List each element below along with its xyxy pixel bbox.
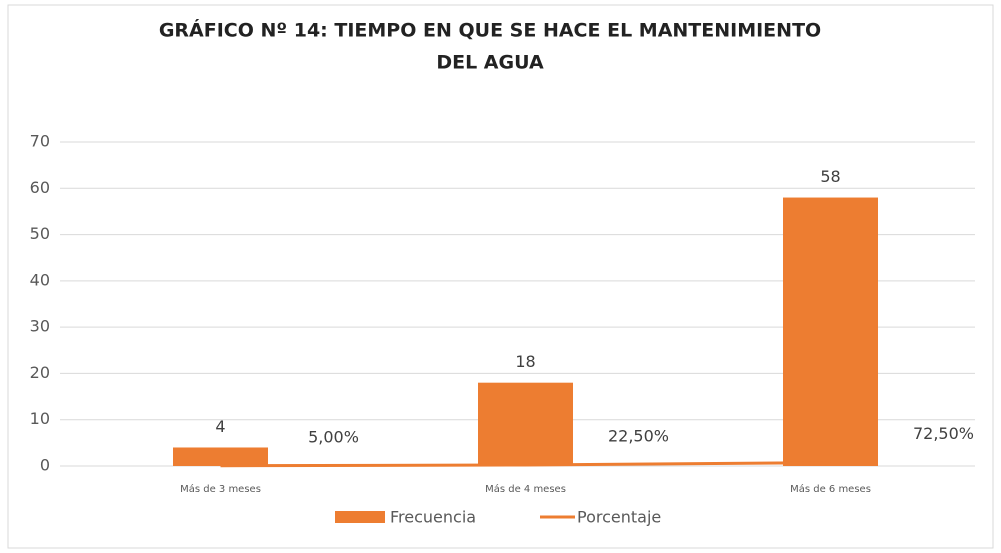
y-tick-label: 50	[30, 224, 50, 243]
x-tick-label: Más de 4 meses	[485, 483, 566, 495]
legend-swatch	[335, 511, 385, 523]
legend-label: Frecuencia	[390, 508, 476, 527]
chart-title: DEL AGUA	[436, 52, 544, 74]
x-tick-label: Más de 6 meses	[790, 483, 871, 495]
data-label: 58	[820, 167, 840, 186]
data-label: 22,50%	[608, 426, 669, 445]
x-tick-label: Más de 3 meses	[180, 483, 261, 495]
chart-title: GRÁFICO Nº 14: TIEMPO EN QUE SE HACE EL …	[159, 19, 821, 42]
y-tick-label: 60	[30, 178, 50, 197]
bar	[478, 382, 573, 466]
y-tick-label: 10	[30, 409, 50, 428]
y-tick-label: 40	[30, 270, 50, 289]
legend-label: Porcentaje	[577, 508, 661, 527]
line	[220, 461, 831, 468]
y-tick-label: 70	[30, 132, 50, 151]
y-tick-label: 20	[30, 363, 50, 382]
bar	[173, 447, 268, 466]
data-label: 4	[215, 417, 225, 436]
data-label: 72,50%	[913, 424, 974, 443]
y-tick-label: 30	[30, 317, 50, 336]
y-tick-label: 0	[40, 456, 50, 475]
data-label: 18	[515, 352, 535, 371]
data-label: 5,00%	[308, 427, 359, 446]
bar	[783, 197, 878, 467]
